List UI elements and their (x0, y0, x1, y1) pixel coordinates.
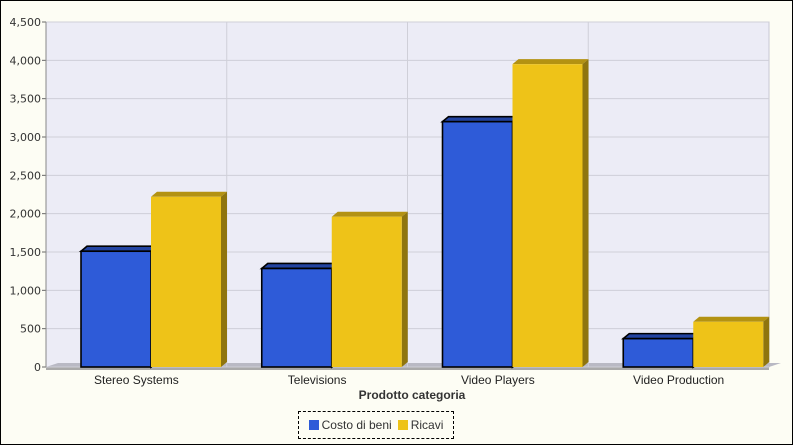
legend: Costo di beni Ricavi (298, 411, 454, 439)
y-tick-label: 2,000 (10, 208, 42, 221)
y-tick-label: 2,500 (10, 169, 42, 182)
y-tick-label: 4,000 (10, 54, 42, 67)
legend-swatch-revenue (397, 420, 408, 430)
legend-item-revenue: Ricavi (397, 418, 444, 432)
bar (331, 216, 402, 367)
bar-top (512, 59, 589, 65)
bar (512, 64, 583, 367)
bar (693, 321, 764, 367)
bar-top (693, 316, 770, 322)
x-category-label: Stereo Systems (94, 373, 179, 387)
plot-floor-edge (46, 367, 769, 370)
y-tick-label: 3,000 (10, 131, 42, 144)
y-tick-label: 1,000 (10, 284, 42, 297)
y-tick-label: 4,500 (10, 16, 42, 29)
legend-item-cost: Costo di beni (308, 418, 392, 432)
y-tick-label: 0 (34, 361, 41, 374)
bar-side (582, 59, 589, 368)
x-category-label: Video Players (461, 373, 535, 387)
x-category-label: Televisions (288, 373, 347, 387)
bar-side (401, 211, 408, 367)
x-axis-title: Prodotto categoria (359, 388, 466, 402)
bar-top (151, 191, 227, 197)
bar (260, 267, 333, 368)
bar-side (763, 316, 770, 367)
bar-top (331, 211, 408, 217)
plot-floor (46, 363, 781, 367)
y-tick-label: 500 (20, 323, 41, 336)
y-tick-label: 1,500 (10, 246, 42, 259)
bar (441, 120, 514, 368)
bar (622, 337, 695, 368)
y-tick-label: 3,500 (10, 93, 42, 106)
bar-side (221, 191, 227, 367)
x-category-label: Video Production (633, 373, 724, 387)
legend-label-revenue: Ricavi (410, 418, 444, 432)
legend-label-cost: Costo di beni (321, 418, 392, 432)
bar (80, 250, 152, 368)
legend-swatch-cost (308, 420, 319, 430)
bar (151, 196, 221, 367)
